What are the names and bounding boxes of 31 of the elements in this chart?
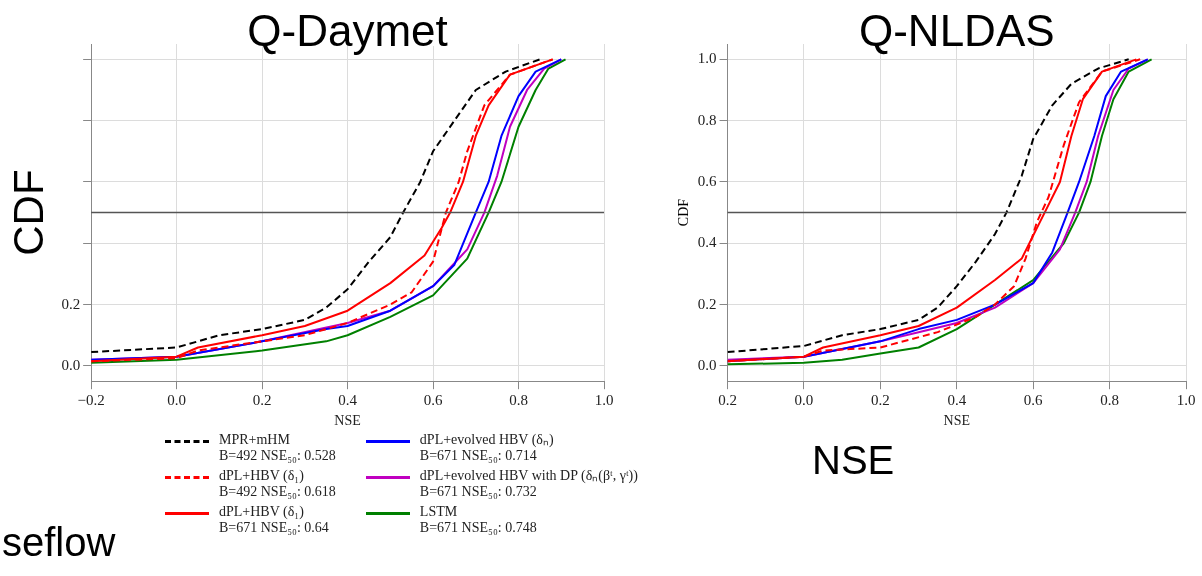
- x-tick-label: 0.8: [1100, 392, 1119, 409]
- legend-label: dPL+HBV (δ₁) B=671 NSE₅₀: 0.64: [219, 504, 329, 536]
- x-axis-title: NSE: [334, 413, 361, 429]
- x-axis-title: NSE: [943, 413, 970, 429]
- text: NSE: [812, 438, 895, 483]
- x-tick-label: 0.4: [338, 392, 358, 409]
- y-axis-title: CDF: [676, 198, 692, 227]
- x-tick-label: 0.6: [423, 392, 443, 409]
- chart-title: Q-Daymet: [247, 6, 448, 56]
- x-tick-label: 0.8: [509, 392, 528, 409]
- x-tick-label: 0.2: [252, 392, 272, 409]
- y-tick-label: 0.8: [697, 111, 717, 128]
- x-tick-label: −0.2: [77, 392, 105, 409]
- y-tick-label: 1.0: [697, 50, 717, 67]
- x-tick-label: 0.2: [718, 392, 737, 409]
- x-tick-label: 0.0: [167, 392, 186, 409]
- x-tick-label: 1.0: [1176, 392, 1196, 409]
- y-tick-label: 0.6: [697, 172, 718, 189]
- x-tick-label: 1.0: [594, 392, 614, 409]
- x-tick-label: 0.4: [947, 392, 967, 409]
- legend-label: LSTM B=671 NSE₅₀: 0.748: [419, 504, 537, 536]
- x-tick-label: 0.6: [1023, 392, 1044, 409]
- text: seflow: [2, 520, 116, 565]
- x-tick-label: 0.2: [870, 392, 890, 409]
- y-tick-label: 0.0: [697, 356, 717, 373]
- y-tick-label: 0.4: [697, 234, 718, 251]
- y-tick-label: 0.2: [697, 295, 717, 312]
- y-axis-title: CDF: [4, 169, 52, 256]
- x-tick-label: 0.0: [794, 392, 814, 409]
- legend-label: dPL+evolved HBV with DP (δₙ(βᵗ, γᵗ)) B=671 NSE₅₀: 0.732: [419, 468, 638, 500]
- chart-title: Q-NLDAS: [858, 6, 1055, 56]
